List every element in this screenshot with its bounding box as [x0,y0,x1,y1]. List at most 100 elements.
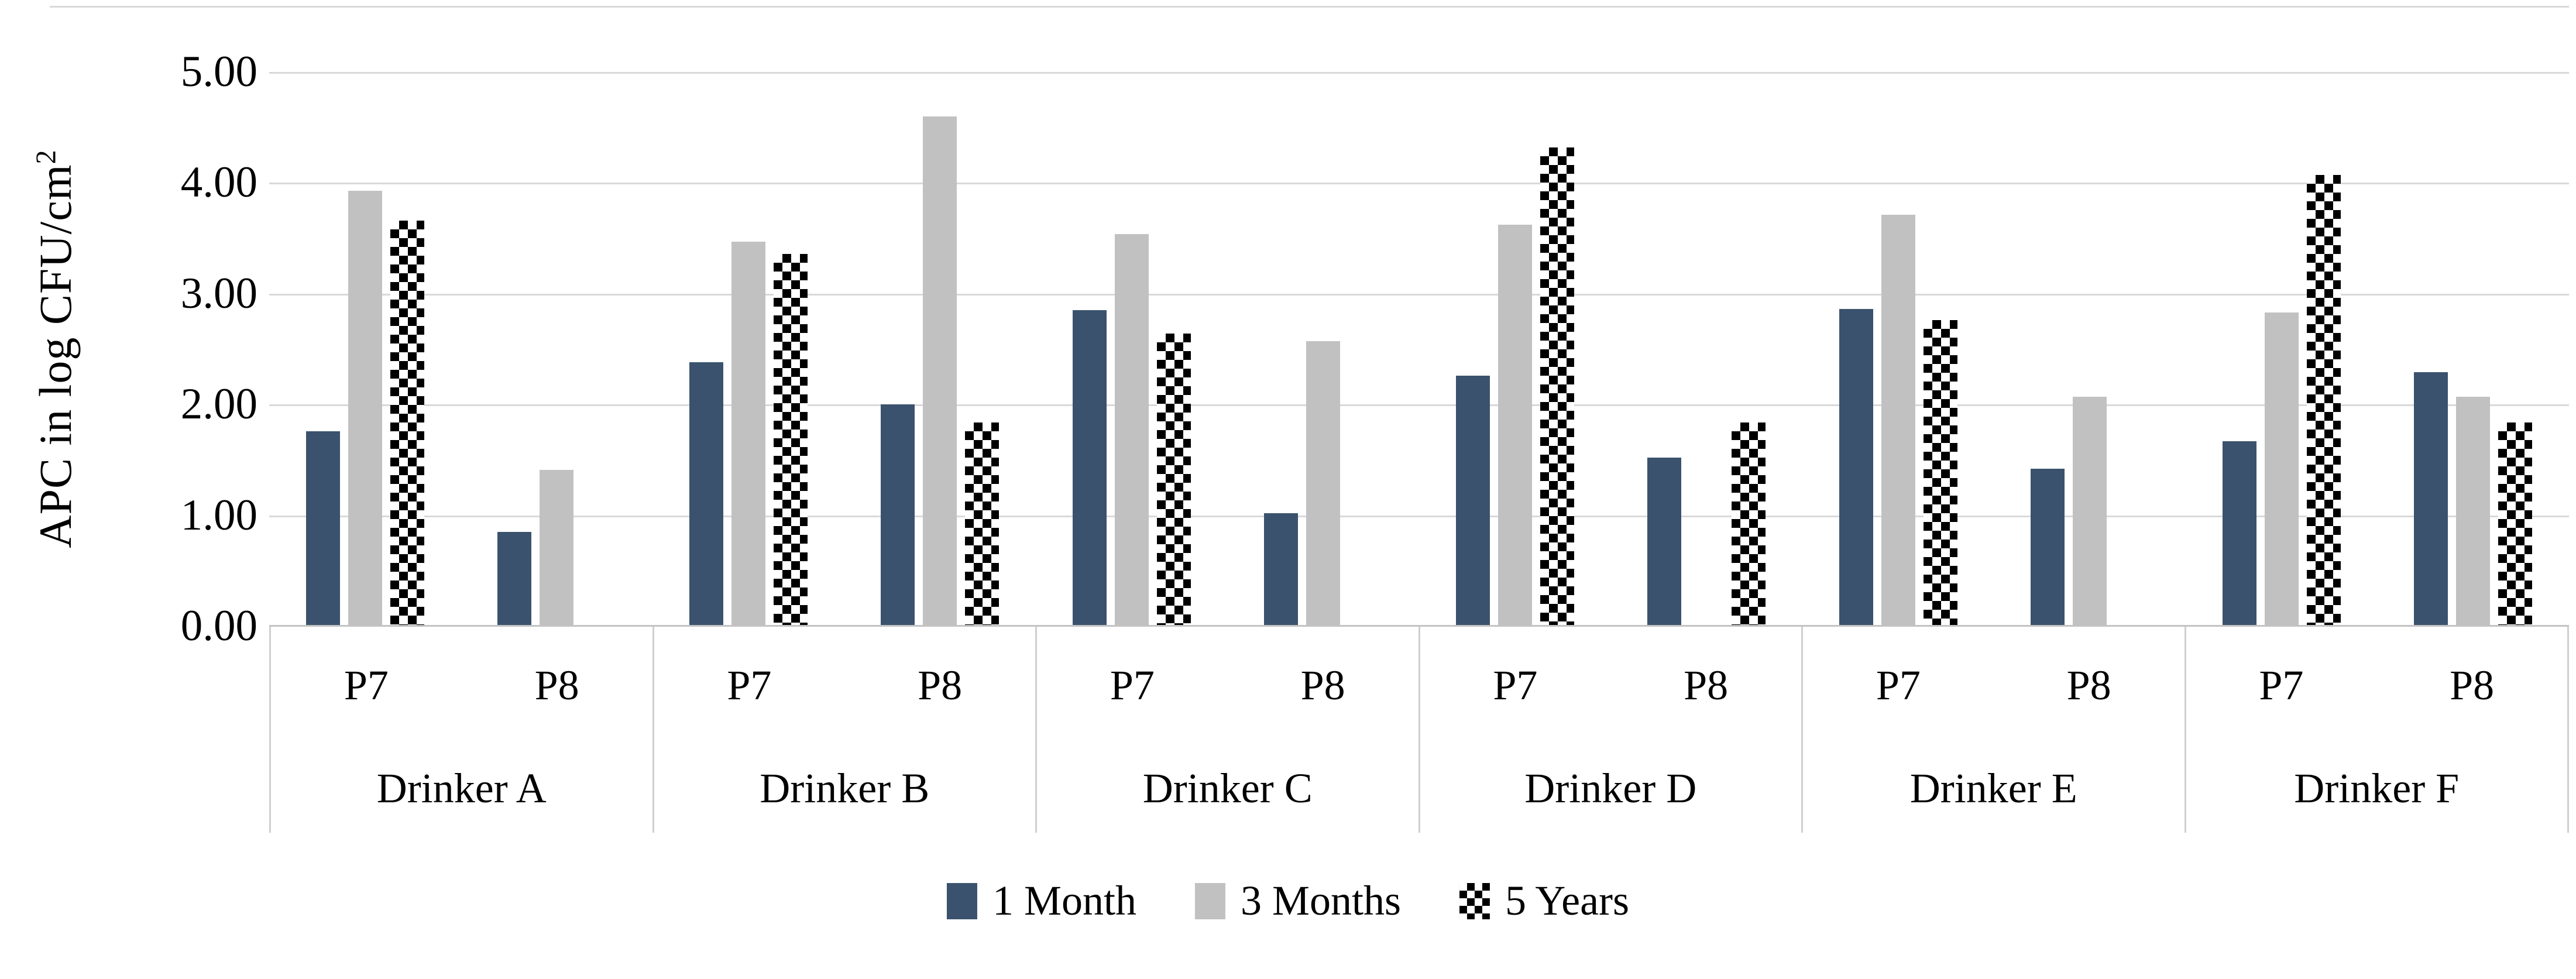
axis-cell-drinker-a: P7 P8 Drinker A [269,627,652,833]
subgroup-drinker-a-p8 [461,72,653,626]
legend-item-1-month: 1 Month [946,877,1136,925]
bar-drinker-f-p8-1-month [2414,372,2448,626]
axis-cell-drinker-e: P7 P8 Drinker E [1801,627,2185,833]
group-drinker-d [1419,72,1802,626]
gridline-5.00 [269,72,2569,74]
position-label-drinker-f-p8: P8 [2450,661,2495,709]
position-label-drinker-a-p7: P7 [344,661,389,709]
bar-drinker-b-p7-1-month [689,362,723,626]
drinker-label-drinker-d: Drinker D [1524,764,1697,812]
drinker-label-drinker-f: Drinker F [2294,764,2460,812]
position-label-drinker-b-p7: P7 [727,661,772,709]
y-tick-2.00: 2.00 [180,380,257,429]
plot-area [269,72,2569,626]
bar-drinker-a-p7-3-months [348,190,382,626]
y-tick-1.00: 1.00 [180,490,257,540]
bar-drinker-f-p7-1-month [2222,441,2256,626]
bar-drinker-b-p7-3-months [731,241,765,626]
bar-drinker-e-p7-5-years [1923,320,1957,626]
group-drinker-f [2186,72,2569,626]
drinker-label-drinker-c: Drinker C [1142,764,1313,812]
bar-drinker-b-p8-3-months [923,116,957,626]
gridline-3.00 [269,293,2569,296]
bar-drinker-e-p7-3-months [1881,215,1915,626]
drinker-label-drinker-e: Drinker E [1909,764,2077,812]
group-drinker-e [1802,72,2186,626]
subgroup-drinker-f-p7 [2186,72,2378,626]
bar-drinker-e-p7-1-month [1839,309,1873,626]
position-label-drinker-b-p8: P8 [918,661,963,709]
position-label-drinker-c-p7: P7 [1110,661,1155,709]
gridline-2.00 [269,404,2569,407]
bar-drinker-d-p8-1-month [1647,458,1682,626]
group-drinker-b [652,72,1036,626]
bar-drinker-c-p7-1-month [1072,310,1107,626]
subgroup-drinker-d-p8 [1611,72,1803,626]
group-drinker-c [1036,72,1419,626]
position-label-drinker-d-p7: P7 [1493,661,1538,709]
axis-cell-drinker-c: P7 P8 Drinker C [1035,627,1418,833]
y-tick-5.00: 5.00 [180,47,257,96]
bar-drinker-b-p8-1-month [881,404,915,626]
position-label-drinker-e-p7: P7 [1876,661,1921,709]
bar-drinker-c-p8-1-month [1264,513,1299,626]
subgroup-drinker-c-p7 [1036,72,1228,626]
drinker-label-drinker-a: Drinker A [376,764,547,812]
drinker-label-drinker-b: Drinker B [760,764,930,812]
legend-label-1-month: 1 Month [992,877,1136,924]
subgroup-drinker-b-p8 [844,72,1036,626]
position-label-drinker-a-p8: P8 [534,661,579,709]
bar-drinker-d-p8-5-years [1732,422,1766,626]
bar-drinker-f-p8-5-years [2498,422,2533,626]
bar-drinker-f-p7-5-years [2306,175,2341,626]
legend-label-5-years: 5 Years [1505,877,1630,924]
bar-drinker-e-p8-3-months [2073,396,2107,626]
axis-cell-drinker-f: P7 P8 Drinker F [2184,627,2568,833]
bar-drinker-b-p7-5-years [773,253,808,626]
figure-top-border [50,6,2569,8]
bar-drinker-c-p7-3-months [1114,233,1149,626]
subgroup-drinker-b-p7 [652,72,844,626]
axis-cell-drinker-b: P7 P8 Drinker B [652,627,1036,833]
legend-label-3-months: 3 Months [1240,877,1402,924]
legend-marker-1-month [946,882,977,919]
subgroup-drinker-a-p7 [269,72,461,626]
bar-drinker-a-p8-1-month [497,532,532,626]
bar-drinker-d-p7-1-month [1455,375,1490,626]
position-label-row: P7 P8 [1037,627,1418,744]
bar-drinker-a-p8-3-months [540,469,574,626]
bar-drinker-a-p7-1-month [305,431,340,626]
bar-drinker-b-p8-5-years [965,422,1000,626]
position-label-drinker-c-p8: P8 [1300,661,1345,709]
position-label-row: P7 P8 [271,627,652,744]
legend-marker-5-years [1459,882,1490,919]
bar-drinker-d-p7-5-years [1540,147,1574,626]
bar-drinker-f-p7-3-months [2264,312,2299,626]
subgroup-drinker-e-p8 [1994,72,2186,626]
position-label-row: P7 P8 [1803,627,2185,744]
legend-marker-3-months [1194,882,1225,919]
gridline-1.00 [269,515,2569,517]
subgroup-drinker-e-p7 [1802,72,1994,626]
y-axis-title-superscript: 2 [30,149,62,164]
bar-drinker-f-p8-3-months [2456,396,2491,626]
position-label-drinker-f-p7: P7 [2259,661,2304,709]
gridline-4.00 [269,183,2569,185]
y-tick-0.00: 0.00 [180,602,257,650]
legend: 1 Month 3 Months 5 Years [946,877,1629,925]
position-label-row: P7 P8 [2186,627,2568,744]
y-tick-4.00: 4.00 [180,158,257,207]
position-label-row: P7 P8 [1420,627,1802,744]
legend-item-3-months: 3 Months [1194,877,1402,925]
position-label-drinker-e-p8: P8 [2066,661,2111,709]
axis-cell-drinker-d: P7 P8 Drinker D [1418,627,1802,833]
bar-drinker-c-p7-5-years [1156,333,1191,626]
group-drinker-a [269,72,652,626]
position-label-drinker-d-p8: P8 [1684,661,1729,709]
position-label-row: P7 P8 [654,627,1036,744]
bar-drinker-d-p7-3-months [1497,225,1532,626]
bar-drinker-a-p7-5-years [390,220,424,626]
legend-item-5-years: 5 Years [1459,877,1629,925]
